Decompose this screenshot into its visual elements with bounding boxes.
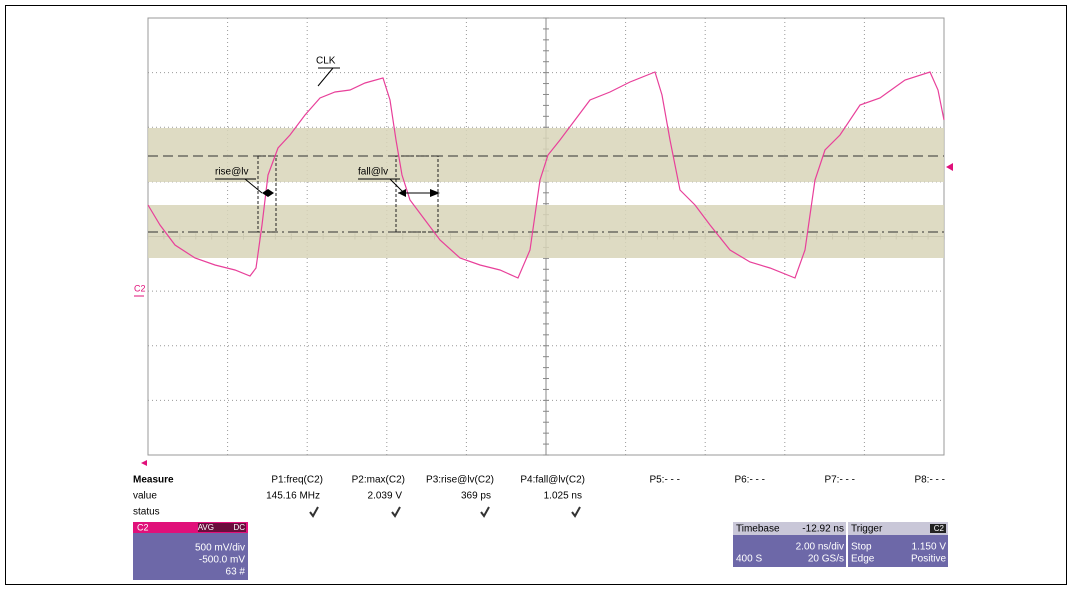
row-label: value bbox=[133, 491, 157, 502]
panel-title: Timebase bbox=[736, 524, 780, 535]
badge bbox=[198, 523, 246, 532]
param-name: P3:rise@lv(C2) bbox=[426, 475, 494, 486]
measure-params: P1:freq(C2) 145.16 MHz P2:max(C2) 2.039 V P3… bbox=[266, 475, 945, 518]
param-value: 369 ps bbox=[461, 491, 491, 502]
status-check bbox=[571, 506, 581, 518]
param-name: P5:- - - bbox=[649, 475, 680, 486]
channel-name: C2 bbox=[137, 522, 149, 532]
param-value: 1.025 ns bbox=[544, 491, 582, 502]
trigger-mode: Stop bbox=[851, 542, 872, 553]
param-name: P7:- - - bbox=[824, 475, 855, 486]
channel-marker: C2 bbox=[134, 283, 146, 293]
param-name: P6:- - - bbox=[734, 475, 765, 486]
trigger-level: 1.150 V bbox=[912, 542, 947, 553]
panel-title: Trigger bbox=[851, 524, 883, 535]
fall-label: fall@lv bbox=[358, 167, 388, 178]
status-check bbox=[309, 506, 319, 518]
badge-text: DC bbox=[233, 523, 245, 532]
param-name: P2:max(C2) bbox=[352, 475, 405, 486]
rise-marker bbox=[262, 189, 274, 197]
waveform bbox=[147, 71, 945, 279]
timebase-delay: -12.92 ns bbox=[802, 524, 844, 535]
param-value: 145.16 MHz bbox=[266, 491, 320, 502]
panel-line: 63 # bbox=[226, 567, 246, 578]
panel-header bbox=[133, 522, 248, 533]
trigger-level-marker bbox=[946, 163, 953, 171]
status-check bbox=[391, 506, 401, 518]
timebase-scale: 2.00 ns/div bbox=[796, 542, 844, 553]
panel-header bbox=[733, 522, 846, 535]
frame bbox=[5, 5, 1067, 585]
fall-leader bbox=[389, 178, 405, 194]
status-check bbox=[480, 506, 490, 518]
trigger-panel: Trigger C2 Stop 1.150 V Edge Positive bbox=[848, 522, 948, 567]
clk-label: CLK bbox=[316, 56, 336, 67]
trigger-source: C2 bbox=[934, 524, 945, 533]
measure-title: Measure bbox=[133, 475, 174, 486]
trigger-position-marker bbox=[141, 460, 147, 466]
channel-panel: C2 AVG DC 500 mV/div -500.0 mV 63 # bbox=[133, 522, 248, 580]
timebase-samples: 400 S bbox=[736, 554, 762, 565]
panel-line: -500.0 mV bbox=[199, 555, 245, 566]
fall-arrowheads bbox=[398, 189, 440, 197]
param-name: P8:- - - bbox=[914, 475, 945, 486]
upper-band bbox=[148, 128, 944, 182]
timebase-panel: Timebase -12.92 ns 2.00 ns/div 400 S 20 … bbox=[733, 522, 846, 567]
timebase-rate: 20 GS/s bbox=[808, 554, 844, 565]
panel-header bbox=[848, 522, 948, 535]
clk-leader bbox=[317, 67, 334, 87]
trigger-slope: Positive bbox=[911, 554, 946, 565]
param-name: P1:freq(C2) bbox=[271, 475, 323, 486]
param-value: 2.039 V bbox=[368, 491, 403, 502]
row-label: status bbox=[133, 507, 160, 518]
param-name: P4:fall@lv(C2) bbox=[520, 475, 585, 486]
rise-gate bbox=[257, 155, 277, 233]
trigger-type: Edge bbox=[851, 554, 875, 565]
source-badge bbox=[930, 524, 946, 533]
rise-label: rise@lv bbox=[215, 167, 249, 178]
fall-gate bbox=[395, 155, 439, 233]
badge-text: AVG bbox=[198, 523, 214, 532]
rise-leader bbox=[244, 178, 263, 194]
panel-line: 500 mV/div bbox=[195, 543, 245, 554]
